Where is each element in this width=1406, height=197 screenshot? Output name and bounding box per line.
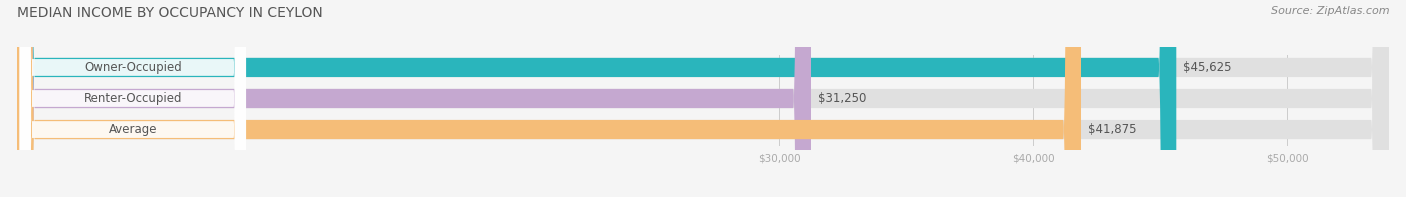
Text: Average: Average	[108, 123, 157, 136]
FancyBboxPatch shape	[17, 0, 811, 197]
Text: MEDIAN INCOME BY OCCUPANCY IN CEYLON: MEDIAN INCOME BY OCCUPANCY IN CEYLON	[17, 6, 322, 20]
FancyBboxPatch shape	[17, 0, 1177, 197]
FancyBboxPatch shape	[20, 0, 246, 197]
Text: Renter-Occupied: Renter-Occupied	[83, 92, 183, 105]
Text: $41,875: $41,875	[1088, 123, 1136, 136]
Text: $31,250: $31,250	[818, 92, 866, 105]
Text: Source: ZipAtlas.com: Source: ZipAtlas.com	[1271, 6, 1389, 16]
Text: Owner-Occupied: Owner-Occupied	[84, 61, 181, 74]
FancyBboxPatch shape	[20, 0, 246, 197]
FancyBboxPatch shape	[20, 0, 246, 197]
FancyBboxPatch shape	[17, 0, 1389, 197]
Text: $45,625: $45,625	[1184, 61, 1232, 74]
FancyBboxPatch shape	[17, 0, 1081, 197]
FancyBboxPatch shape	[17, 0, 1389, 197]
FancyBboxPatch shape	[17, 0, 1389, 197]
